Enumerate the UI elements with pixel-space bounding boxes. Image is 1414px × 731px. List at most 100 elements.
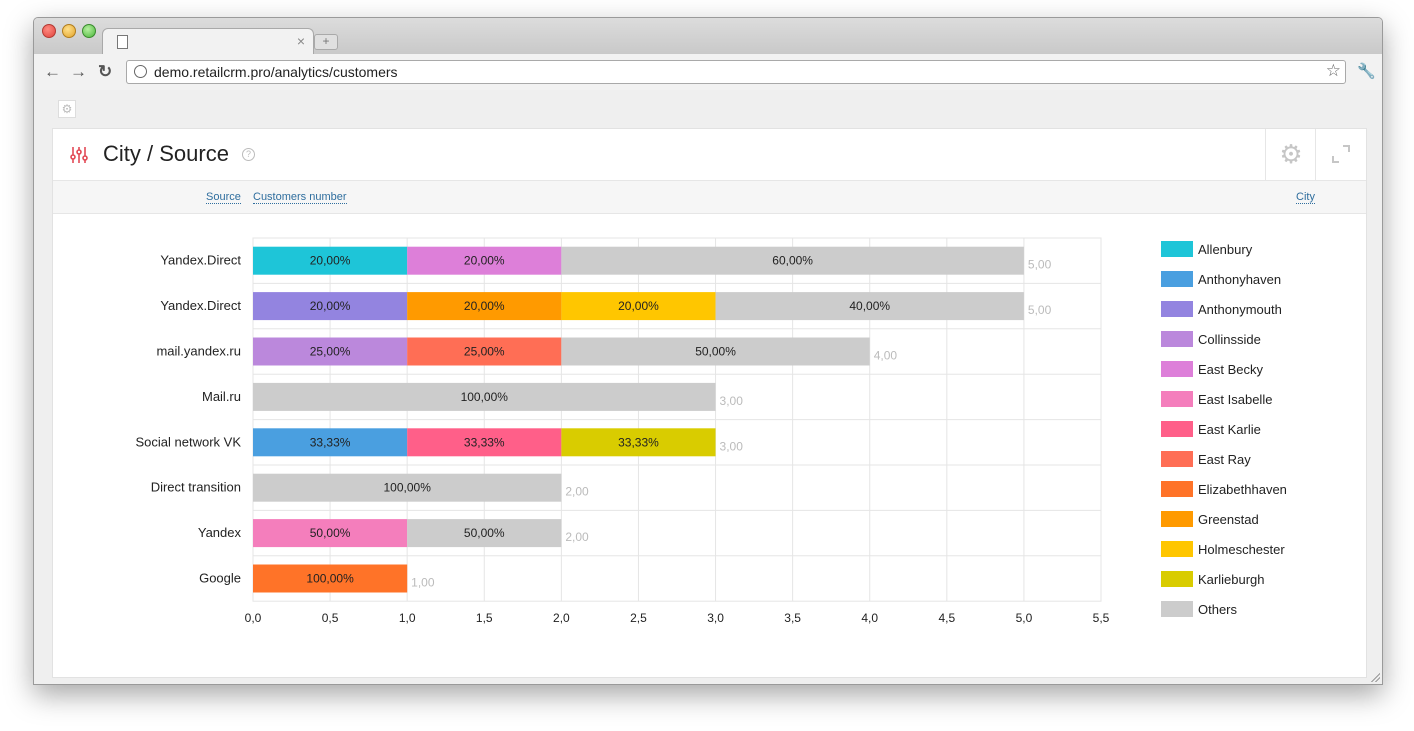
customers-number-filter-link[interactable]: Customers number — [253, 191, 347, 204]
legend-item[interactable]: East Isabelle — [1161, 391, 1341, 409]
gear-icon: ⚙ — [1279, 139, 1303, 169]
page-content: ⚙ City / Source ? ⚙ — [34, 90, 1382, 684]
new-tab-button[interactable]: + — [314, 34, 338, 50]
legend-item[interactable]: East Karlie — [1161, 421, 1341, 439]
legend-label: Allenbury — [1198, 242, 1253, 257]
legend-label: Greenstad — [1198, 512, 1259, 527]
category-label: Yandex — [198, 525, 242, 540]
bar-segment[interactable] — [561, 246, 1024, 275]
legend-item[interactable]: Allenbury — [1161, 241, 1341, 259]
bar-total-label: 5,00 — [1028, 303, 1052, 317]
card-expand-button[interactable] — [1315, 129, 1366, 180]
legend-label: Karlieburgh — [1198, 572, 1265, 587]
legend-swatch — [1161, 451, 1193, 467]
category-label: Mail.ru — [202, 389, 241, 404]
legend-swatch — [1161, 331, 1193, 347]
bar-segment[interactable] — [253, 428, 408, 457]
legend-item[interactable]: Collinsside — [1161, 331, 1341, 349]
bar-value-label: 20,00% — [464, 254, 505, 268]
bar-value-label: 20,00% — [618, 299, 659, 313]
legend-swatch — [1161, 301, 1193, 317]
bar-segment[interactable] — [407, 292, 562, 321]
bookmark-star-icon[interactable]: ☆ — [1325, 61, 1341, 80]
page-settings-icon[interactable]: ⚙ — [58, 100, 76, 118]
legend-label: Collinsside — [1198, 332, 1261, 347]
bar-value-label: 50,00% — [695, 345, 736, 359]
bar-segment[interactable] — [407, 519, 562, 548]
bar-segment[interactable] — [253, 564, 408, 593]
bar-segment[interactable] — [561, 337, 870, 366]
globe-icon — [134, 65, 147, 78]
legend-swatch — [1161, 391, 1193, 407]
reload-icon[interactable]: ↻ — [98, 62, 113, 81]
bar-segment[interactable] — [561, 292, 716, 321]
tab-close-icon[interactable]: × — [296, 33, 305, 49]
legend-label: Holmeschester — [1198, 542, 1285, 557]
bar-value-label: 20,00% — [464, 299, 505, 313]
card-settings-button[interactable]: ⚙ — [1265, 129, 1316, 180]
bar-value-label: 20,00% — [310, 254, 351, 268]
address-bar[interactable]: demo.retailcrm.pro/analytics/customers ☆ — [126, 60, 1346, 84]
resize-grip[interactable] — [1370, 672, 1380, 682]
forward-icon[interactable]: → — [70, 62, 87, 81]
stacked-bar-chart: Yandex.Direct 20,00% 20,00% 60,00% 5,00 Yande… — [136, 237, 1110, 625]
x-tick-label: 0,5 — [322, 611, 339, 625]
help-icon[interactable]: ? — [242, 148, 255, 161]
bar-segment[interactable] — [253, 337, 408, 366]
bar-total-label: 2,00 — [565, 530, 589, 544]
bar-segment[interactable] — [407, 428, 562, 457]
legend-item[interactable]: Holmeschester — [1161, 541, 1341, 559]
bar-segment[interactable] — [253, 519, 408, 548]
legend-item[interactable]: East Becky — [1161, 361, 1341, 379]
bar-segment[interactable] — [253, 382, 716, 411]
legend-item[interactable]: Others — [1161, 601, 1341, 619]
bar-value-label: 60,00% — [772, 254, 813, 268]
legend-item[interactable]: Anthonymouth — [1161, 301, 1341, 319]
window-maximize-button[interactable] — [82, 24, 96, 38]
url-text[interactable]: demo.retailcrm.pro/analytics/customers — [154, 64, 398, 80]
expand-icon — [1332, 145, 1350, 163]
bar-total-label: 4,00 — [874, 349, 898, 363]
source-filter-link[interactable]: Source — [206, 191, 241, 204]
bar-segment[interactable] — [407, 337, 562, 366]
bar-value-label: 33,33% — [618, 435, 659, 449]
browser-tab[interactable]: × — [102, 28, 314, 55]
bar-value-label: 100,00% — [461, 390, 509, 404]
legend-item[interactable]: East Ray — [1161, 451, 1341, 469]
legend-label: Elizabethhaven — [1198, 482, 1287, 497]
x-tick-label: 0,0 — [245, 611, 262, 625]
legend-swatch — [1161, 541, 1193, 557]
legend-swatch — [1161, 571, 1193, 587]
wrench-icon[interactable]: 🔧 — [1357, 63, 1376, 80]
bar-value-label: 20,00% — [310, 299, 351, 313]
bar-value-label: 100,00% — [306, 572, 354, 586]
window-close-button[interactable] — [42, 24, 56, 38]
bar-value-label: 33,33% — [464, 435, 505, 449]
legend-item[interactable]: Karlieburgh — [1161, 571, 1341, 589]
legend-label: East Karlie — [1198, 422, 1261, 437]
sliders-icon — [70, 147, 88, 163]
legend-item[interactable]: Anthonyhaven — [1161, 271, 1341, 289]
city-filter-link[interactable]: City — [1296, 191, 1315, 204]
x-tick-label: 2,5 — [630, 611, 647, 625]
x-tick-label: 4,0 — [861, 611, 878, 625]
bar-value-label: 50,00% — [310, 526, 351, 540]
x-tick-label: 5,5 — [1093, 611, 1110, 625]
x-tick-label: 1,0 — [399, 611, 416, 625]
bar-segment[interactable] — [715, 292, 1024, 321]
legend-item[interactable]: Elizabethhaven — [1161, 481, 1341, 499]
back-icon[interactable]: ← — [44, 62, 61, 81]
window-minimize-button[interactable] — [62, 24, 76, 38]
category-label: Social network VK — [136, 434, 242, 449]
bar-segment[interactable] — [253, 246, 408, 275]
legend-swatch — [1161, 241, 1193, 257]
bar-value-label: 50,00% — [464, 526, 505, 540]
legend-item[interactable]: Greenstad — [1161, 511, 1341, 529]
legend-label: Anthonyhaven — [1198, 272, 1282, 287]
bar-segment[interactable] — [407, 246, 562, 275]
bar-segment[interactable] — [253, 292, 408, 321]
legend-swatch — [1161, 481, 1193, 497]
bar-segment[interactable] — [253, 473, 562, 502]
legend-swatch — [1161, 511, 1193, 527]
bar-segment[interactable] — [561, 428, 716, 457]
